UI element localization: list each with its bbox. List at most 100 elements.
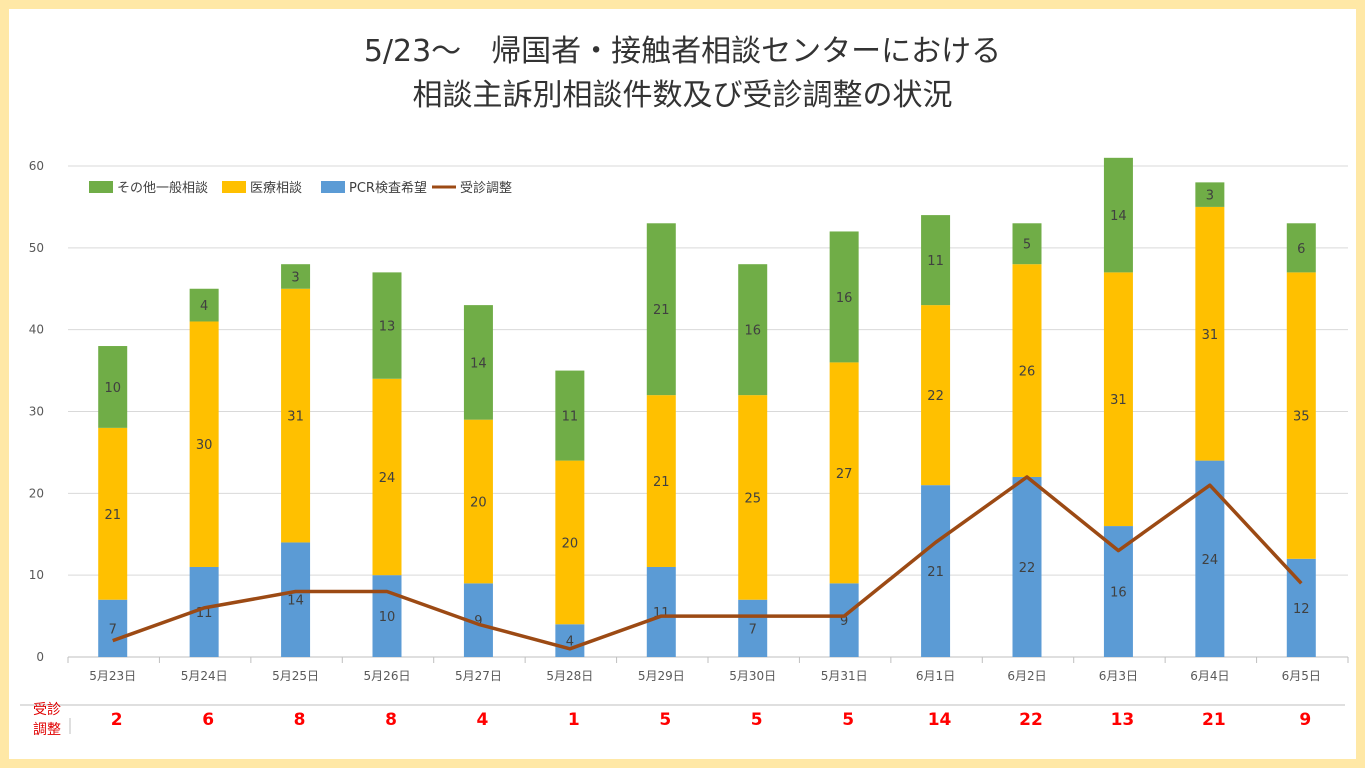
x-tick-label: 5月26日 <box>364 669 411 683</box>
chart-title-line1: 5/23～ 帰国者・接触者相談センターにおける <box>363 34 1002 69</box>
bottom-row-value: 13 <box>1110 710 1135 730</box>
bar-data-label: 4 <box>200 299 208 314</box>
x-tick-label: 5月28日 <box>546 669 593 683</box>
bar-segment <box>646 566 676 657</box>
bar-data-label: 21 <box>104 508 121 523</box>
legend-label: PCR検査希望 <box>349 180 427 196</box>
bar-data-label: 22 <box>927 389 944 404</box>
bar-data-label: 9 <box>840 614 848 629</box>
legend-label: 受診調整 <box>460 180 512 196</box>
chart-title-line2: 相談主訴別相談件数及び受診調整の状況 <box>412 78 953 113</box>
bar-segment <box>1012 223 1042 265</box>
bar-segment <box>921 215 951 306</box>
x-tick-label: 6月2日 <box>1007 669 1046 683</box>
bar-data-label: 31 <box>1202 328 1219 343</box>
bottom-row-value: 4 <box>476 710 489 730</box>
bar-segment <box>646 223 676 396</box>
bar-segment <box>189 288 219 322</box>
bottom-row-label: 受診調整 <box>33 702 61 738</box>
bottom-row-value: 22 <box>1019 710 1043 730</box>
x-tick-label: 6月4日 <box>1190 669 1229 683</box>
y-tick-label: 40 <box>29 323 44 337</box>
bar-segment <box>646 395 676 567</box>
x-tick-label: 5月23日 <box>89 669 136 683</box>
bar-data-label: 14 <box>1110 209 1127 224</box>
bar-segment <box>1103 157 1133 273</box>
bar-segment <box>1103 526 1133 657</box>
x-tick-label: 5月25日 <box>272 669 319 683</box>
x-tick-label: 5月29日 <box>638 669 685 683</box>
y-tick-label: 50 <box>29 241 44 255</box>
bar-data-label: 4 <box>566 635 574 650</box>
legend-swatch <box>321 181 345 193</box>
legend-swatch <box>89 181 113 193</box>
x-tick-label: 6月3日 <box>1099 669 1138 683</box>
bar-data-label: 9 <box>474 614 482 629</box>
x-tick-label: 5月31日 <box>821 669 868 683</box>
bar-data-label: 10 <box>104 381 121 396</box>
legend-label: その他一般相談 <box>117 180 208 196</box>
bar-data-label: 11 <box>927 254 944 269</box>
bar-segment <box>281 288 311 543</box>
bar-data-label: 21 <box>653 303 670 318</box>
bar-data-label: 35 <box>1293 410 1310 425</box>
bar-data-label: 30 <box>196 438 213 453</box>
bar-data-label: 21 <box>927 565 944 580</box>
bar-segment <box>1195 206 1225 461</box>
bar-data-label: 31 <box>287 410 304 425</box>
bar-segment <box>98 346 128 428</box>
bar-segment <box>738 599 768 657</box>
bar-segment <box>1286 223 1316 273</box>
bar-segment <box>921 485 951 657</box>
y-tick-label: 60 <box>29 159 44 173</box>
bottom-row-value: 5 <box>842 710 855 730</box>
bar-segment <box>1012 476 1042 657</box>
bar-data-label: 22 <box>1019 561 1036 576</box>
x-tick-label: 5月30日 <box>729 669 776 683</box>
bar-data-label: 25 <box>744 491 761 506</box>
bar-data-label: 11 <box>562 410 579 425</box>
bar-data-label: 14 <box>470 356 487 371</box>
bar-segment <box>372 378 402 576</box>
y-tick-label: 0 <box>36 650 44 664</box>
bar-segment <box>98 599 128 657</box>
bar-data-label: 7 <box>749 622 757 637</box>
bar-segment <box>463 419 493 584</box>
bar-data-label: 16 <box>744 324 761 339</box>
bottom-row-value: 5 <box>659 710 672 730</box>
x-tick-label: 5月27日 <box>455 669 502 683</box>
bar-segment <box>189 321 219 567</box>
bar-data-label: 14 <box>287 594 304 609</box>
bottom-row-value: 1 <box>567 710 580 730</box>
bottom-row-value: 5 <box>750 710 763 730</box>
bar-segment <box>1286 272 1316 559</box>
bar-data-label: 24 <box>379 471 396 486</box>
bottom-row-value: 9 <box>1299 710 1312 730</box>
bottom-row-value: 8 <box>293 710 306 730</box>
bar-data-label: 3 <box>291 270 299 285</box>
bar-segment <box>829 362 859 584</box>
bar-segment <box>921 305 951 486</box>
bar-data-label: 26 <box>1019 365 1036 380</box>
bar-segment <box>1195 182 1225 207</box>
bar-segment <box>281 542 311 657</box>
bar-segment <box>463 305 493 420</box>
bar-data-label: 6 <box>1297 242 1305 257</box>
x-tick-label: 6月1日 <box>916 669 955 683</box>
bar-segment <box>281 264 311 289</box>
bar-data-label: 13 <box>379 320 396 335</box>
x-tick-label: 6月5日 <box>1282 669 1321 683</box>
bar-data-label: 10 <box>379 610 396 625</box>
bar-data-label: 7 <box>109 622 117 637</box>
line-series <box>112 475 1303 651</box>
legend-label: 医療相談 <box>250 180 302 196</box>
bar-data-label: 16 <box>836 291 853 306</box>
bar-segment <box>1103 272 1133 527</box>
bar-segment <box>372 575 402 657</box>
bar-segment <box>555 370 585 461</box>
bar-segment <box>738 395 768 600</box>
bar-data-label: 31 <box>1110 393 1127 408</box>
bar-segment <box>98 427 128 600</box>
bar-data-label: 16 <box>1110 586 1127 601</box>
bar-segment <box>738 264 768 396</box>
